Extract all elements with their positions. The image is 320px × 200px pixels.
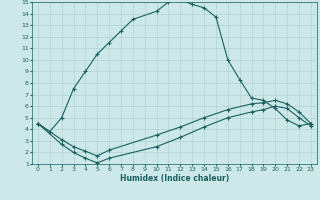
X-axis label: Humidex (Indice chaleur): Humidex (Indice chaleur)	[120, 174, 229, 183]
